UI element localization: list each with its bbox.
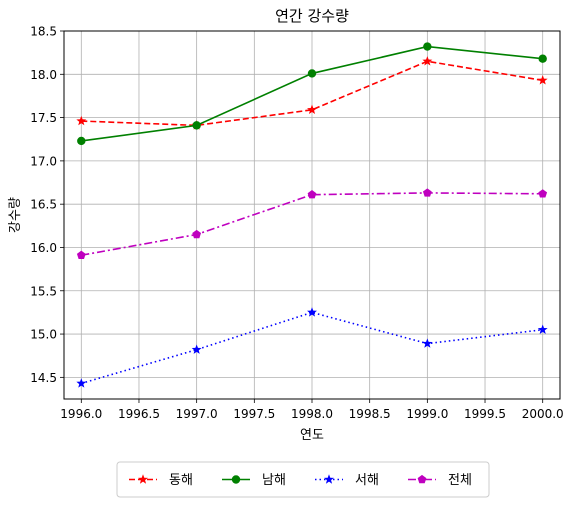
x-tick-label: 1996.5 bbox=[118, 407, 160, 421]
x-tick-label: 2000.0 bbox=[522, 407, 564, 421]
data-point-marker bbox=[307, 307, 317, 317]
x-tick-label: 1997.0 bbox=[176, 407, 218, 421]
legend-marker bbox=[324, 474, 334, 484]
y-axis-label: 강수량 bbox=[8, 197, 23, 233]
x-axis-ticks: 1996.0 1996.5 1997.0 1997.5 1998.0 1998.5 1999… bbox=[60, 399, 564, 421]
legend-marker bbox=[231, 475, 241, 484]
data-point-marker bbox=[192, 229, 202, 239]
legend-label: 남해 bbox=[262, 473, 286, 488]
legend-label: 전체 bbox=[448, 473, 472, 488]
data-point-marker bbox=[76, 115, 87, 126]
series-4 bbox=[76, 188, 548, 259]
data-point-marker bbox=[191, 344, 202, 354]
data-point-marker bbox=[307, 69, 317, 78]
x-tick-label: 1999.0 bbox=[406, 407, 448, 421]
y-tick-label: 14.5 bbox=[30, 371, 57, 385]
data-point-marker bbox=[538, 54, 547, 63]
data-point-marker bbox=[76, 250, 86, 259]
legend-item: 동해 bbox=[129, 473, 193, 488]
legend-label: 동해 bbox=[169, 473, 193, 488]
data-point-marker bbox=[422, 188, 432, 197]
y-tick-label: 18.5 bbox=[30, 25, 57, 39]
data-point-marker bbox=[422, 56, 433, 66]
x-axis-label: 연도 bbox=[300, 428, 324, 443]
x-tick-label: 1998.5 bbox=[349, 407, 391, 421]
legend-box bbox=[116, 461, 490, 498]
data-point-marker bbox=[307, 190, 317, 199]
y-tick-label: 15.5 bbox=[30, 284, 57, 298]
data-point-marker bbox=[537, 75, 548, 85]
grid-lines bbox=[64, 30, 560, 399]
x-tick-label: 1998.0 bbox=[291, 407, 333, 421]
legend-marker bbox=[417, 474, 427, 484]
y-tick-label: 17.0 bbox=[30, 154, 57, 168]
data-point-marker bbox=[537, 324, 548, 334]
y-tick-label: 15.0 bbox=[30, 328, 57, 342]
y-axis-ticks: 14.5 15.0 15.5 16.0 16.5 17.0 17.5 18.0 18.5 bbox=[30, 25, 64, 385]
legend-item: 서해 bbox=[315, 473, 379, 488]
plot-frame bbox=[63, 30, 561, 400]
legend-item: 남해 bbox=[222, 473, 286, 488]
series-3 bbox=[76, 307, 548, 388]
legend-label: 서해 bbox=[355, 473, 379, 488]
data-point-marker bbox=[307, 104, 317, 114]
data-point-marker bbox=[77, 136, 86, 146]
data-point-marker bbox=[423, 42, 432, 51]
data-point-marker bbox=[76, 378, 87, 388]
data-point-marker bbox=[422, 338, 433, 348]
series-lines bbox=[76, 42, 548, 388]
legend: 동해 남해 서해 전체 bbox=[116, 461, 490, 498]
series-line bbox=[81, 60, 543, 127]
data-point-marker bbox=[538, 189, 548, 198]
legend-marker bbox=[138, 474, 148, 484]
chart-title: 연간 강수량 bbox=[275, 7, 349, 25]
legend-item: 전체 bbox=[408, 473, 472, 488]
y-tick-label: 16.5 bbox=[30, 198, 57, 212]
y-tick-label: 16.0 bbox=[30, 241, 57, 255]
y-tick-label: 17.5 bbox=[30, 111, 57, 125]
series-2 bbox=[77, 42, 547, 146]
y-tick-label: 18.0 bbox=[30, 68, 57, 82]
x-tick-label: 1999.5 bbox=[464, 407, 506, 421]
data-point-marker bbox=[192, 121, 201, 130]
x-tick-label: 1996.0 bbox=[60, 407, 102, 421]
x-tick-label: 1997.5 bbox=[233, 407, 275, 421]
